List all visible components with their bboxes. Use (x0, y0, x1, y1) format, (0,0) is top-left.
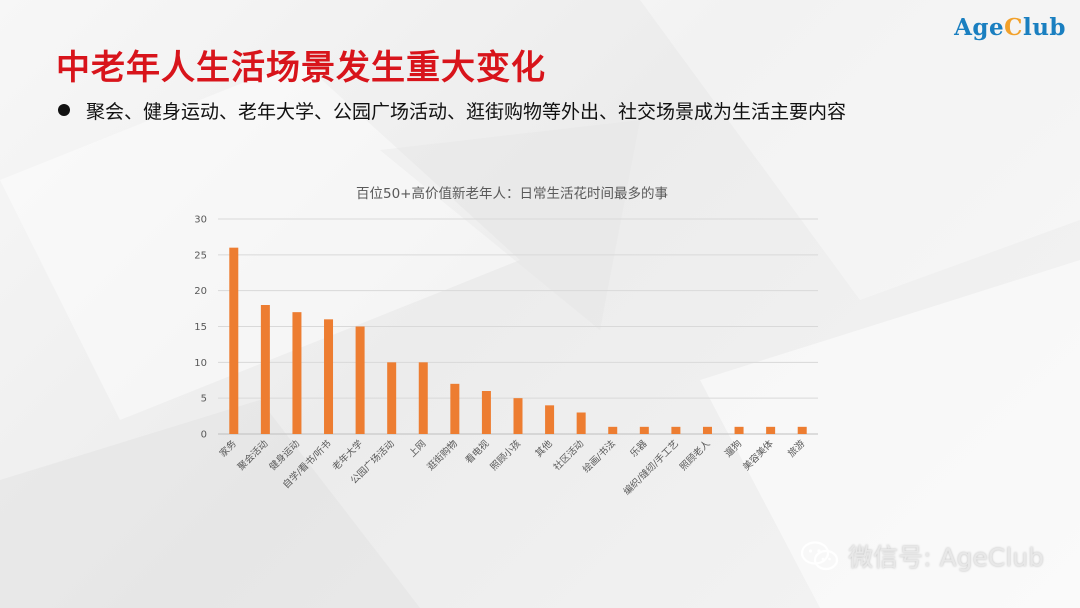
bar (702, 426, 712, 434)
y-axis-ticks: 0 5 10 15 20 25 30 (194, 215, 207, 441)
y-tick-label: 25 (194, 250, 207, 261)
y-tick-label: 0 (201, 430, 207, 441)
chart-bars (229, 247, 807, 434)
y-tick-label: 5 (201, 394, 207, 405)
chart-gridlines (218, 218, 818, 435)
bar (260, 305, 270, 434)
wechat-icon (801, 541, 839, 571)
x-tick-label: 上网 (407, 438, 428, 459)
x-tick-label: 照顾老人 (677, 437, 713, 473)
bar (324, 319, 334, 434)
slide-title: 中老年人生活场景发生重大变化 (56, 48, 546, 88)
x-tick-label: 家务 (217, 437, 239, 459)
bar (450, 383, 460, 434)
x-tick-label: 美容美体 (740, 437, 776, 473)
wechat-watermark: 微信号: AgeClub (800, 538, 1044, 574)
x-tick-label: 聚会活动 (235, 438, 270, 473)
x-tick-label: 绘画/书法 (580, 438, 618, 476)
bar (766, 426, 776, 434)
bullet-dot-icon (58, 104, 70, 116)
x-tick-label: 乐器 (628, 437, 650, 459)
y-tick-label: 30 (194, 215, 207, 226)
watermark-text: 微信号: AgeClub (848, 543, 1044, 572)
bar (513, 398, 523, 434)
logo-part-c: C (1004, 14, 1023, 41)
bar (671, 426, 681, 434)
bar (355, 326, 365, 434)
bar (545, 405, 555, 434)
y-tick-label: 10 (194, 358, 207, 369)
x-tick-label: 其他 (533, 437, 555, 459)
x-tick-label: 照顾小孩 (488, 437, 524, 473)
ageclub-logo: AgeClub (954, 14, 1066, 41)
y-tick-label: 20 (194, 286, 207, 297)
bullet-point: 聚会、健身运动、老年大学、公园广场活动、逛街购物等外出、社交场景成为生活主要内容 (58, 95, 846, 125)
bar (608, 426, 618, 434)
bar (418, 362, 428, 434)
x-tick-label: 编织/缝纫/手工艺 (621, 438, 681, 498)
x-tick-label: 旅游 (785, 437, 807, 459)
bar (387, 362, 397, 434)
logo-part-age: Age (954, 14, 1005, 41)
x-tick-label: 看电视 (463, 437, 492, 466)
bar (797, 426, 807, 434)
bullet-text: 聚会、健身运动、老年大学、公园广场活动、逛街购物等外出、社交场景成为生活主要内容 (86, 100, 847, 123)
bar (292, 312, 302, 434)
bar (576, 412, 586, 434)
x-tick-label: 遛狗 (722, 438, 744, 460)
y-tick-label: 15 (194, 322, 207, 333)
logo-part-lub: lub (1022, 14, 1066, 41)
bar (229, 247, 239, 434)
bar (734, 426, 744, 434)
x-tick-label: 逛街购物 (425, 437, 461, 473)
bar (481, 391, 491, 434)
bar (639, 426, 649, 434)
chart-title: 百位50+高价值新老年人：日常生活花时间最多的事 (356, 185, 668, 202)
